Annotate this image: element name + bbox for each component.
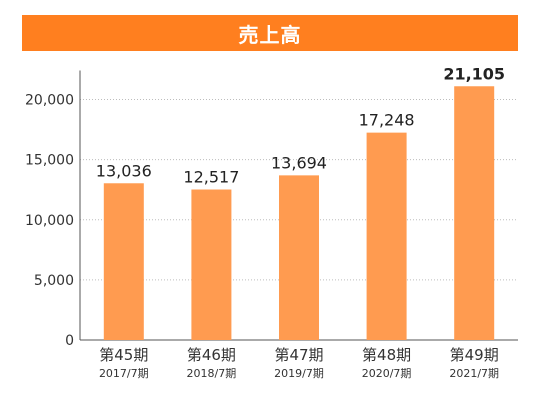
x-tick-label: 第47期 (274, 346, 323, 364)
x-tick-sublabel: 2019/7期 (274, 367, 324, 380)
y-tick-label: 10,000 (25, 213, 74, 229)
x-tick-sublabel: 2020/7期 (362, 367, 412, 380)
x-tick-label: 第45期 (99, 346, 148, 364)
y-tick-label: 20,000 (25, 93, 74, 109)
bar (454, 86, 495, 340)
data-label: 17,248 (359, 111, 415, 130)
bar (279, 175, 319, 340)
bar (366, 132, 407, 340)
x-tick-label: 第46期 (187, 346, 236, 364)
data-label: 12,517 (183, 168, 239, 187)
x-tick-sublabel: 2017/7期 (99, 367, 149, 380)
chart-title: 売上高 (238, 22, 302, 47)
y-tick-label: 15,000 (25, 153, 74, 169)
x-tick-label: 第48期 (362, 346, 411, 364)
x-tick-sublabel: 2021/7期 (449, 367, 499, 380)
bar (191, 189, 232, 340)
x-tick-sublabel: 2018/7期 (187, 367, 237, 380)
y-tick-label: 0 (65, 333, 74, 349)
bar (103, 183, 144, 340)
data-label: 21,105 (443, 64, 505, 83)
data-label: 13,036 (96, 161, 152, 180)
x-tick-label: 第49期 (450, 346, 499, 364)
y-tick-label: 5,000 (34, 273, 74, 289)
chart-title-bar: 売上高 (22, 15, 518, 51)
data-label: 13,694 (271, 153, 327, 172)
